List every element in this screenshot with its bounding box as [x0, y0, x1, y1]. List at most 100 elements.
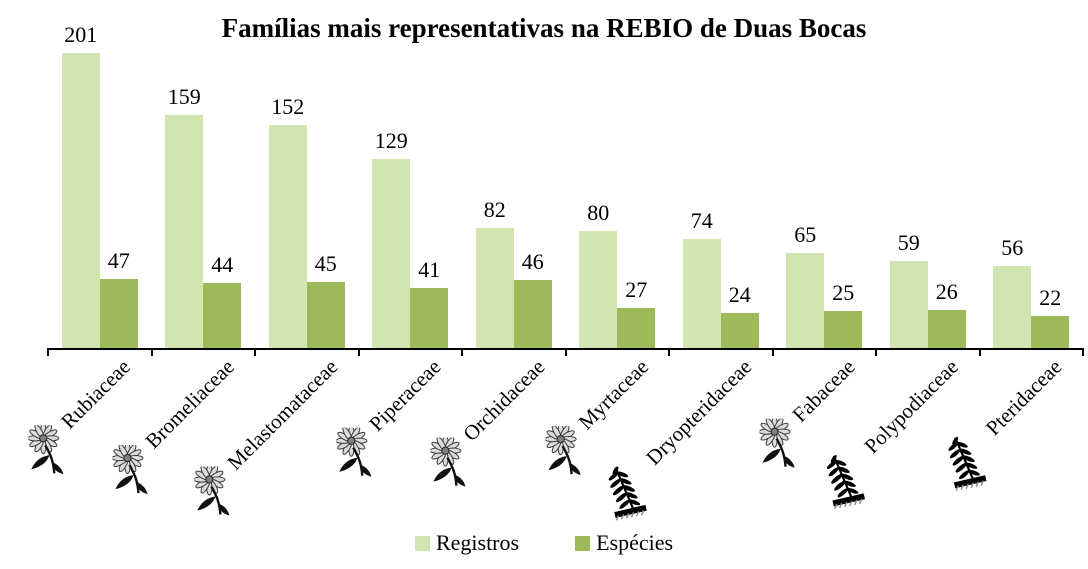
bar-especies — [410, 288, 449, 348]
bar-group-piperaceae: 129 41 — [359, 53, 463, 348]
bar-column: 27 — [617, 53, 656, 348]
fern-icon — [825, 453, 873, 509]
bar-especies — [617, 308, 656, 348]
value-label: 24 — [728, 282, 751, 307]
chart-title: Famílias mais representativas na REBIO d… — [221, 13, 867, 43]
bar-column: 129 — [372, 53, 411, 348]
bar-group-fabaceae: 65 25 — [773, 53, 877, 348]
value-label: 74 — [690, 208, 713, 233]
value-label: 80 — [587, 200, 610, 225]
category-label: Myrtaceae — [545, 355, 653, 476]
value-label: 59 — [897, 230, 920, 255]
fern-icon — [947, 435, 995, 491]
axis-tick — [875, 348, 877, 356]
category-label: Polypodiaceae — [827, 355, 963, 509]
value-label: 201 — [64, 22, 98, 47]
bar-column: 201 — [61, 24, 100, 348]
fern-icon — [606, 464, 654, 521]
bar-column: 74 — [682, 53, 721, 348]
bar-group-bromeliaceae: 159 44 — [152, 53, 256, 348]
category-label: Bromeliaceae — [112, 355, 239, 495]
bar-group-pteridaceae: 56 22 — [980, 53, 1084, 348]
bar-especies — [306, 282, 345, 348]
category-label-text: Pteridaceae — [981, 354, 1067, 440]
flower-icon — [430, 437, 470, 490]
legend-item-especies: Espécies — [575, 532, 673, 554]
bar-especies — [203, 283, 242, 348]
axis-tick — [564, 348, 567, 356]
axis-tick — [978, 348, 981, 356]
bar-column: 41 — [410, 53, 449, 348]
bar-especies — [720, 313, 759, 348]
value-label: 45 — [314, 251, 337, 276]
category-label-text: Piperaceae — [364, 354, 446, 436]
category-label-text: Rubiaceae — [56, 354, 136, 434]
legend-item-registros: Registros — [414, 530, 520, 555]
value-label: 47 — [107, 248, 130, 273]
bar-registros — [579, 231, 618, 348]
value-label: 46 — [521, 249, 544, 274]
category-label: Orchidaceae — [430, 355, 549, 487]
bar-column: 24 — [720, 53, 759, 348]
bar-column: 22 — [1031, 53, 1070, 348]
bar-group-rubiaceae: 201 47 — [48, 24, 152, 348]
category-labels: Rubiaceae Bromeliaceae Melastomataceae Pipe… — [28, 348, 1083, 528]
axis-tick — [461, 348, 463, 356]
category-label: Melastomataceae — [194, 355, 342, 516]
bar-column: 82 — [475, 53, 514, 348]
bar-especies — [927, 310, 966, 348]
bar-column: 26 — [927, 53, 966, 348]
x-axis — [47, 348, 1084, 357]
bar-especies — [513, 280, 552, 348]
bar-column: 47 — [99, 53, 138, 348]
value-label: 41 — [418, 257, 441, 282]
bar-registros — [993, 266, 1032, 348]
bar-especies — [99, 279, 138, 348]
value-label: 25 — [832, 280, 855, 305]
bar-column: 65 — [786, 53, 825, 348]
value-label: 65 — [794, 222, 817, 247]
flower-icon — [545, 426, 585, 478]
bar-group-orchidaceae: 82 46 — [462, 53, 566, 348]
value-label: 159 — [167, 84, 201, 109]
legend: Registros Espécies — [0, 530, 1088, 556]
bar-registros — [61, 53, 100, 348]
bar-registros — [475, 228, 514, 348]
bar-group-polypodiaceae: 59 26 — [876, 53, 980, 348]
value-label: 26 — [935, 279, 958, 304]
axis-tick — [668, 348, 670, 356]
value-label: 129 — [374, 128, 408, 153]
bar-registros — [165, 115, 204, 348]
category-label: Rubiaceae — [28, 354, 136, 475]
bar-column: 25 — [824, 53, 863, 348]
legend-swatch-registros — [414, 535, 430, 551]
legend-label-especies: Espécies — [596, 530, 674, 555]
value-label: 82 — [483, 197, 506, 222]
value-label: 56 — [1001, 235, 1024, 260]
flower-icon — [112, 445, 152, 497]
category-label: Piperaceae — [336, 354, 446, 477]
bar-column: 80 — [579, 53, 618, 348]
plot-area: 201 47 159 44 152 45 129 41 82 46 80 27 74 24 65 25 59 26… — [48, 24, 1084, 350]
axis-tick — [150, 348, 153, 356]
bar-group-myrtaceae: 80 27 — [566, 53, 670, 348]
axis-tick — [254, 348, 256, 356]
flower-icon — [194, 466, 234, 519]
bar-especies — [824, 311, 863, 348]
value-label: 152 — [271, 94, 305, 119]
axis-tick — [357, 348, 360, 356]
bar-column: 59 — [889, 53, 928, 348]
flower-icon — [759, 418, 800, 471]
axis-tick — [47, 348, 49, 356]
bar-registros — [786, 253, 825, 348]
bar-group-melastomataceae: 152 45 — [255, 53, 359, 348]
category-label-text: Dryopteridaceae — [641, 354, 757, 470]
bar-column: 159 — [165, 53, 204, 348]
legend-label-registros: Registros — [435, 530, 520, 555]
bar-registros — [372, 159, 411, 348]
bar-registros — [889, 261, 928, 348]
bar-column: 152 — [268, 53, 307, 348]
value-label: 22 — [1039, 285, 1062, 310]
bar-column: 46 — [513, 53, 552, 348]
bar-group-dryopteridaceae: 74 24 — [669, 53, 773, 348]
